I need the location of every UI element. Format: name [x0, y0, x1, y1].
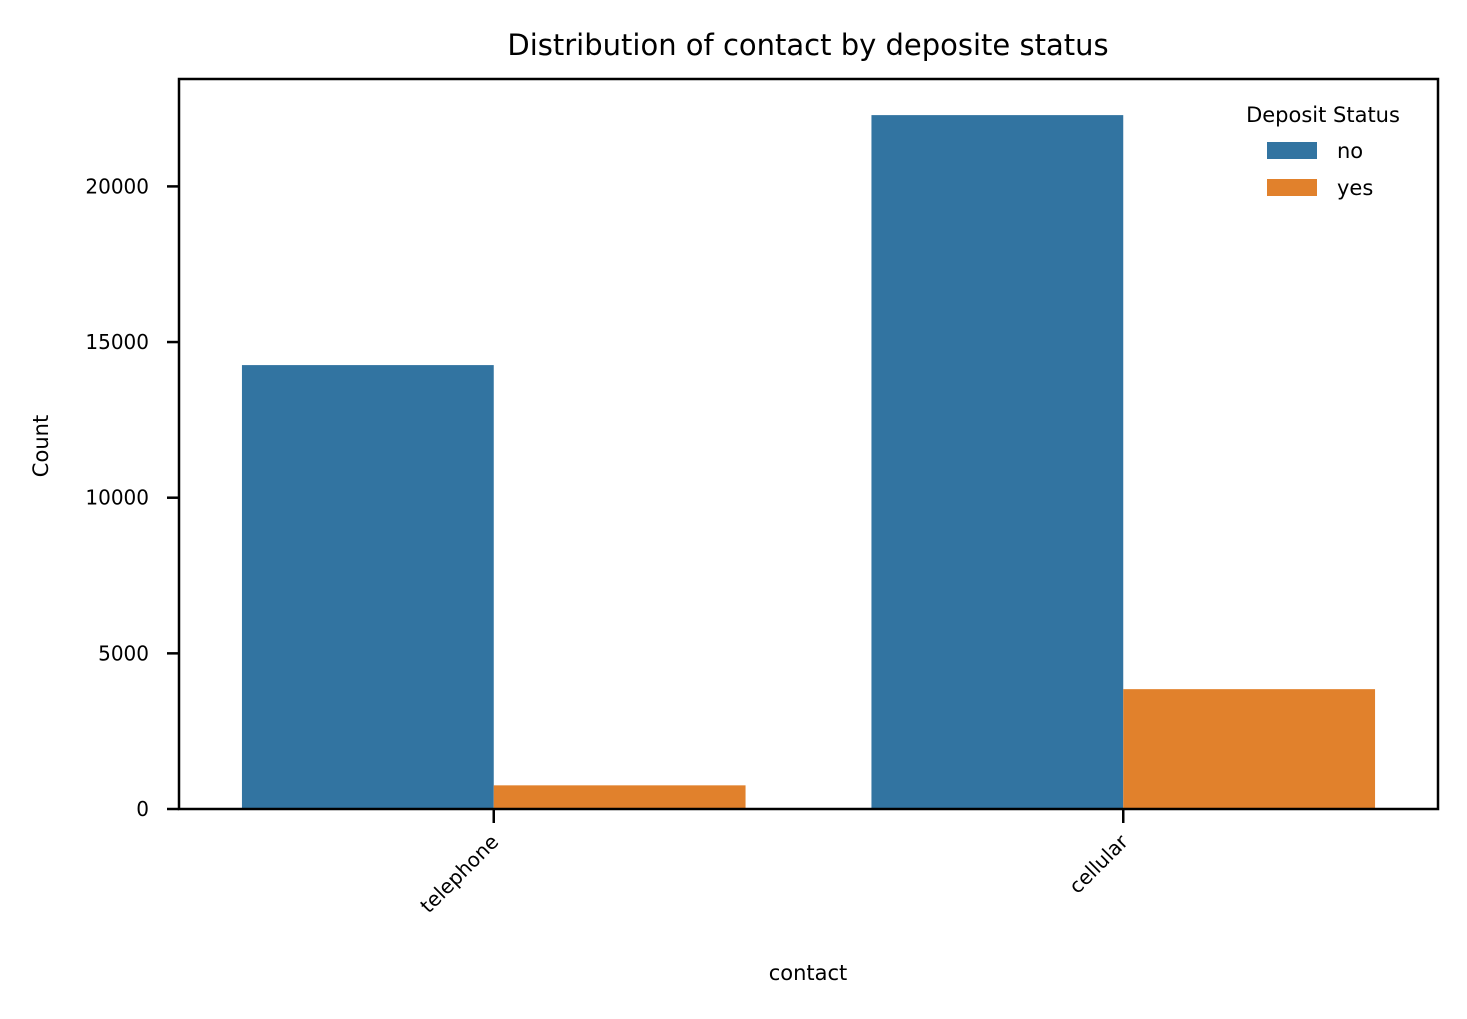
- bars: [241, 115, 1376, 810]
- x-tick-label-cellular: cellular: [1064, 829, 1133, 898]
- x-axis: telephone cellular: [415, 809, 1133, 918]
- y-tick-label: 15000: [85, 330, 149, 354]
- y-tick-label: 10000: [85, 486, 149, 510]
- chart-title: Distribution of contact by deposite stat…: [507, 28, 1108, 62]
- x-axis-label: contact: [769, 961, 848, 985]
- y-tick-label: 0: [136, 797, 149, 821]
- legend: Deposit Status no yes: [1246, 103, 1400, 200]
- bar-telephone-yes: [493, 785, 746, 809]
- bar-cellular-no: [871, 115, 1124, 810]
- legend-label-yes: yes: [1337, 176, 1373, 200]
- legend-title: Deposit Status: [1246, 103, 1400, 127]
- y-axis-label: Count: [29, 415, 53, 477]
- legend-swatch-yes: [1267, 179, 1317, 196]
- y-tick-label: 5000: [98, 641, 149, 665]
- bar-telephone-no: [241, 365, 494, 809]
- legend-swatch-no: [1267, 142, 1317, 159]
- y-axis: 0 5000 10000 15000 20000: [85, 174, 179, 821]
- y-tick-label: 20000: [85, 174, 149, 198]
- x-tick-label-telephone: telephone: [415, 830, 503, 918]
- plot-frame: [177, 77, 1440, 811]
- legend-label-no: no: [1337, 139, 1363, 163]
- bar-cellular-yes: [1123, 689, 1376, 809]
